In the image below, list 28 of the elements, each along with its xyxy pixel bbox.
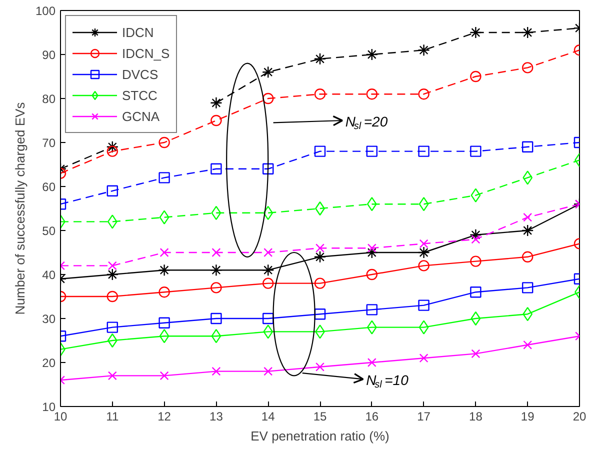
x-tick-label: 12 [158, 410, 172, 424]
x-tick-label: 18 [469, 410, 483, 424]
y-tick-label: 60 [42, 180, 56, 194]
legend-label: STCC [122, 88, 158, 102]
y-tick-label: 20 [42, 356, 56, 370]
x-tick-label: 11 [106, 410, 119, 424]
y-axis-title: Number of successfully charged EVs [12, 102, 28, 315]
y-tick-label: 30 [42, 312, 56, 326]
x-tick-label: 17 [417, 410, 431, 424]
x-tick-label: 16 [365, 410, 379, 424]
legend-label: GCNA [122, 108, 160, 124]
y-tick-label: 70 [42, 136, 56, 150]
legend-label: IDCN [122, 24, 154, 40]
x-tick-label: 13 [210, 410, 224, 424]
x-axis-title: EV penetration ratio (%) [250, 428, 390, 444]
x-tick-label: 14 [261, 410, 276, 424]
x-tick-label: 10 [54, 410, 68, 424]
y-tick-label: 50 [42, 224, 56, 238]
x-tick-label: 20 [572, 410, 586, 424]
y-tick-label: 80 [42, 92, 56, 106]
x-tick-label: 15 [313, 410, 327, 424]
legend-label: IDCN_S [122, 46, 170, 60]
y-tick-label: 10 [42, 400, 56, 414]
y-tick-label: 90 [42, 48, 56, 62]
x-tick-label: 19 [520, 410, 535, 424]
legend-label: DVCS [122, 66, 158, 82]
y-tick-label: 100 [35, 4, 56, 18]
y-tick-label: 40 [42, 268, 56, 282]
